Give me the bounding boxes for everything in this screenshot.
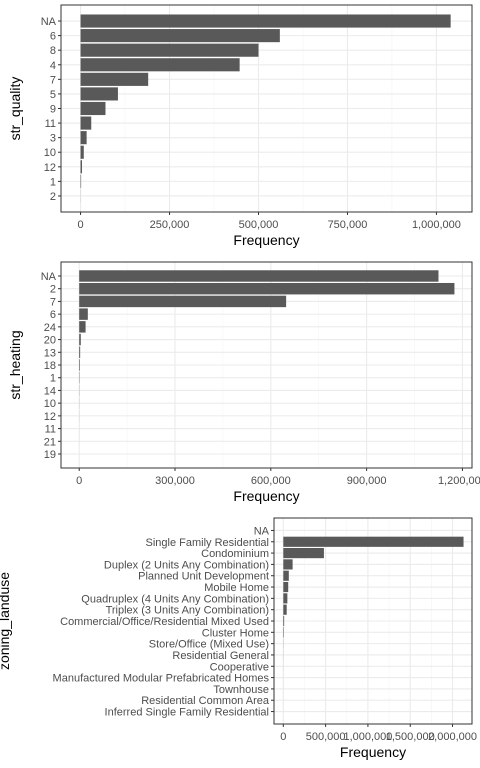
bar-6 [79,308,88,320]
x-tick-label: 0 [280,731,286,743]
x-tick-label: 500,000 [239,219,279,231]
y-tick-label: 19 [44,449,56,461]
bar-cluster-home [283,627,284,638]
y-tick-label: 7 [50,296,56,308]
y-tick-label: 11 [45,424,56,436]
x-tick-label: 750,000 [328,219,368,231]
bar-na [80,14,451,28]
bar-duplex-2-units-any-combination [283,559,293,570]
x-tick-label: 1,000,000 [343,731,392,743]
bar-quadruplex-4-units-any-combination [283,593,288,604]
y-tick-label: 13 [44,347,56,359]
y-tick-label: 2 [50,191,56,203]
bar-single-family-residential [283,536,464,547]
y-tick-label: 11 [45,118,56,130]
bar-3 [80,131,87,145]
y-tick-label: Residential General [172,650,269,662]
y-tick-label: 6 [50,309,56,321]
bar-commercial-office-residential-mixed-used [283,615,285,627]
y-tick-label: Townhouse [213,684,269,696]
bar-7 [79,295,287,308]
y-tick-label: 7 [50,74,56,86]
y-tick-label: 5 [50,89,56,101]
bar-6 [80,29,280,43]
y-tick-label: 18 [44,360,56,372]
y-tick-label: Inferred Single Family Residential [105,707,269,719]
bar-18 [79,359,80,371]
bar-2 [79,282,455,295]
bar-planned-unit-development [283,570,289,581]
x-axis-title: Frequency [233,488,299,504]
x-tick-label: 300,000 [155,475,195,487]
y-tick-label: Residential Common Area [141,695,270,707]
bar-5 [80,87,118,101]
y-tick-label: Mobile Home [204,582,269,594]
y-tick-label: NA [41,16,57,28]
y-tick-label: 20 [44,335,56,347]
y-tick-label: 1 [50,176,56,188]
x-axis-title: Frequency [233,232,299,248]
y-tick-label: 21 [44,436,56,448]
y-tick-label: NA [41,271,57,283]
x-tick-label: 1,500,000 [386,731,435,743]
bar-condominium [283,547,324,559]
bar-7 [80,72,149,86]
y-tick-label: 14 [44,385,56,397]
bar-10 [80,145,84,159]
y-tick-label: 10 [44,147,56,159]
bar-na [79,270,439,282]
x-tick-label: 1,200,000 [438,475,480,487]
y-axis-title: str_quality [7,77,23,141]
y-tick-label: Single Family Residential [146,537,270,549]
bar-20 [79,333,81,346]
bar-4 [80,58,240,72]
y-tick-label: 9 [50,104,56,116]
y-tick-label: 12 [44,411,56,423]
y-tick-label: 2 [50,284,56,296]
y-tick-label: 12 [44,162,56,174]
x-tick-label: 500,000 [306,731,346,743]
bar-12 [80,160,82,174]
y-tick-label: Commercial/Office/Residential Mixed Used [60,616,269,628]
y-tick-label: 3 [50,133,56,145]
y-tick-label: 6 [50,31,56,43]
x-tick-label: 0 [78,219,84,231]
y-tick-label: 24 [44,322,56,334]
y-axis-title: zoning_landuse [0,572,12,670]
x-tick-label: 1,000,000 [412,219,461,231]
bar-mobile-home [283,581,289,593]
y-tick-label: Manufactured Modular Prefabricated Homes [53,673,270,685]
bar-8 [80,43,259,57]
y-tick-label: Quadruplex (4 Units Any Combination) [81,593,269,605]
y-tick-label: 10 [44,398,56,410]
bar-13 [79,346,81,359]
y-tick-label: Cooperative [210,661,269,673]
y-tick-label: 4 [50,60,56,72]
y-tick-label: Triplex (3 Units Any Combination) [106,605,269,617]
y-tick-label: 1 [50,373,56,385]
y-tick-label: NA [254,525,270,537]
y-tick-label: Planned Unit Development [138,571,269,583]
y-axis-title: str_heating [7,330,23,399]
bar-24 [79,321,86,333]
x-axis-title: Frequency [340,744,406,760]
x-tick-label: 600,000 [251,475,291,487]
y-tick-label: Cluster Home [202,627,269,639]
bar-9 [80,101,106,116]
x-tick-label: 250,000 [150,219,190,231]
y-tick-label: 8 [50,45,56,57]
y-tick-label: Store/Office (Mixed Use) [149,639,269,651]
x-tick-label: 900,000 [347,475,387,487]
bar-triplex-3-units-any-combination [283,604,287,615]
bar-11 [80,116,92,130]
y-tick-label: Condominium [201,548,269,560]
x-tick-label: 2,000,000 [428,731,477,743]
bar-1 [80,174,82,188]
x-tick-label: 0 [76,475,82,487]
y-tick-label: Duplex (2 Units Any Combination) [104,559,269,571]
